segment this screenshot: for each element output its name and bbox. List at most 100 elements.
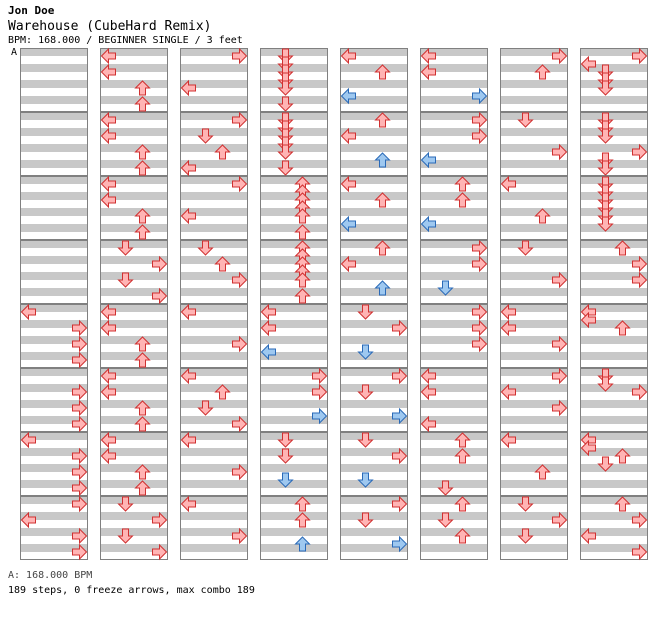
beat-band [20,448,88,456]
beat-band [180,432,248,440]
right-arrow-icon [392,367,408,385]
beat-band [100,240,168,248]
measure-border [260,112,328,176]
chart-column [260,48,328,560]
beat-band [20,368,88,376]
beat-band [180,176,248,184]
beat-band [100,256,168,264]
beat-band [500,352,568,360]
beat-band [260,512,328,520]
up-arrow-icon [294,496,311,512]
step-stats: 189 steps, 0 freeze arrows, max combo 18… [8,585,255,596]
beat-band [500,112,568,120]
left-arrow-icon [340,255,356,273]
left-arrow-icon [100,191,116,209]
down-arrow-icon [197,240,214,256]
beat-band [340,496,408,504]
beat-band [580,528,648,536]
beat-band [340,80,408,88]
measure [180,240,248,304]
measure-border [180,112,248,176]
measure [20,48,88,112]
left-arrow-icon [340,47,356,65]
up-arrow-icon [294,536,311,552]
up-arrow-icon [134,80,151,96]
up-arrow-icon [614,240,631,256]
measure [180,495,248,560]
down-arrow-icon [517,528,534,544]
left-arrow-icon [580,439,596,457]
up-arrow-icon [374,112,391,128]
beat-band [500,336,568,344]
beat-band [420,304,488,312]
beat-band [500,160,568,168]
beat-band [420,80,488,88]
beat-band [180,320,248,328]
left-arrow-icon [500,175,516,193]
measure [420,239,488,304]
measure-border [20,48,88,112]
left-arrow-icon [420,415,436,433]
beat-band [420,320,488,328]
beat-band [20,352,88,360]
beat-band [420,384,488,392]
measure-border [20,112,88,176]
beat-band [20,496,88,504]
beat-band [340,128,408,136]
beat-band [340,400,408,408]
beat-band [20,160,88,168]
beat-band [580,352,648,360]
beat-band [340,288,408,296]
up-arrow-icon [374,64,391,80]
measure-border [580,432,648,496]
beat-band [500,96,568,104]
down-arrow-icon [437,480,454,496]
beat-band [500,368,568,376]
beat-band [500,544,568,552]
beat-band [260,240,328,248]
beat-band [260,464,328,472]
measure-border [180,432,248,496]
beat-band [340,256,408,264]
beat-band [500,304,568,312]
beat-band [20,528,88,536]
measure-border [500,112,568,176]
measure [500,496,568,560]
measure-border [260,304,328,368]
up-arrow-icon [374,280,391,296]
measure-border [100,368,168,432]
beat-band [20,256,88,264]
measure [100,240,168,305]
measure [180,47,248,112]
right-arrow-icon [232,335,248,353]
beat-band [340,416,408,424]
measure [20,240,88,304]
chart-meta: BPM: 168.000 / BEGINNER SINGLE / 3 feet [8,35,243,46]
beat-band [100,512,168,520]
measure [580,112,648,176]
measure-border [580,48,648,112]
measure-border [20,496,88,560]
beat-band [420,368,488,376]
beat-band [20,512,88,520]
left-arrow-icon [100,127,116,145]
measure [500,47,568,112]
up-arrow-icon [534,64,551,80]
beat-band [100,368,168,376]
right-arrow-icon [312,367,328,385]
right-arrow-icon [392,407,408,425]
down-arrow-icon [277,448,294,464]
left-arrow-icon [100,303,116,321]
beat-band [20,272,88,280]
beat-band [180,288,248,296]
up-arrow-icon [134,144,151,160]
beat-band [420,480,488,488]
beat-band [340,480,408,488]
right-arrow-icon [472,87,488,105]
measure-border [420,176,488,240]
beat-band [20,288,88,296]
measure [580,176,648,240]
beat-band [420,416,488,424]
measure-border [100,496,168,560]
